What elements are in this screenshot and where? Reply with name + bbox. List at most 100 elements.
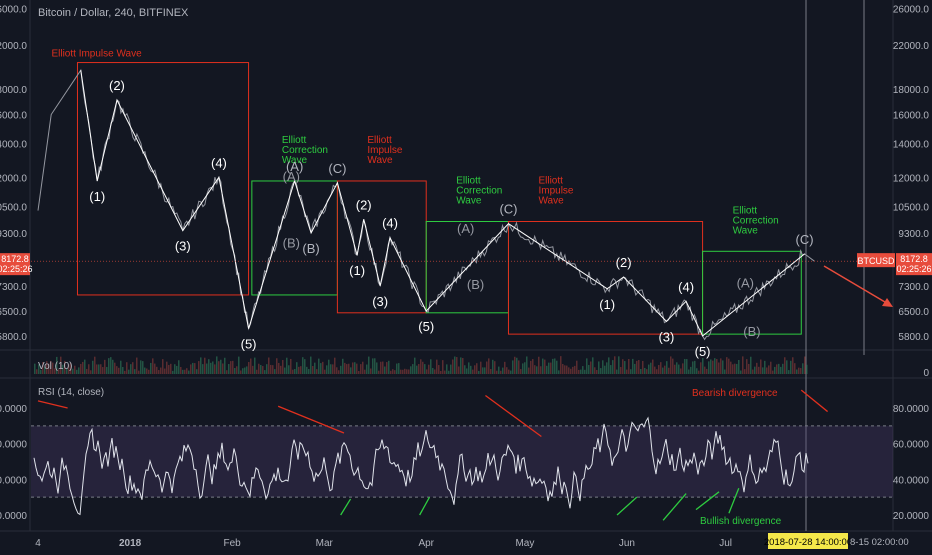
volume-bar [698,370,700,374]
volume-bar [90,370,92,374]
volume-bar [592,357,594,374]
volume-bar [670,356,672,374]
volume-bar [94,356,96,374]
bullish-divergence-line [616,496,638,516]
volume-bar [662,367,664,374]
volume-bar [776,364,778,374]
volume-bar [532,359,534,374]
volume-bar [176,365,178,374]
volume-bar [198,361,200,374]
time-tick: Feb [223,538,241,549]
volume-bar [286,357,288,374]
rsi-tick-left: 40.0000 [0,475,27,486]
volume-bar [332,364,334,374]
impulse-zone-label: Impulse [367,145,402,156]
volume-bar [262,366,264,374]
volume-bar [448,370,450,374]
volume-bar [374,358,376,374]
price-tick-right: 10500.0 [893,202,930,213]
volume-bar [136,357,138,374]
volume-bar [724,369,726,374]
volume-bar [790,360,792,374]
volume-bar [726,357,728,374]
volume-bar [474,365,476,374]
volume-bar [410,366,412,374]
volume-bar [722,360,724,374]
volume-bar [562,363,564,374]
volume-bar [446,364,448,374]
price-countdown-right: 02:25:26 [896,264,931,274]
price-countdown-left: 02:25:26 [0,264,33,274]
wave-label: (A) [737,275,754,290]
volume-bar [48,363,50,374]
volume-bar [710,359,712,374]
impulse-zone-label: Elliott Impulse Wave [51,49,142,60]
volume-bar [596,370,598,374]
volume-bar [424,364,426,374]
impulse-zone-label: Impulse [538,186,573,197]
volume-bar [652,359,654,374]
volume-bar [294,368,296,374]
volume-bar [340,365,342,374]
volume-bar [270,364,272,374]
volume-bar [460,357,462,374]
volume-bar [620,367,622,374]
volume-bar [78,367,80,374]
volume-bar [740,370,742,374]
volume-bar [578,369,580,374]
volume-bar [744,369,746,374]
volume-bar [626,369,628,374]
volume-bar [708,361,710,374]
volume-bar [754,366,756,374]
volume-bar [528,367,530,374]
volume-bar [208,359,210,374]
ticker-tag-bg [857,253,895,268]
volume-bar [508,369,510,374]
price-tick-right: 7300.0 [898,282,929,293]
volume-bar [292,369,294,374]
volume-bar [382,361,384,374]
volume-bar [794,363,796,374]
volume-bar [158,370,160,374]
wave-label: (A) [286,159,303,174]
volume-bar [92,360,94,374]
wave-label: (C) [796,232,814,247]
volume-bar [172,370,174,374]
volume-bar [536,366,538,374]
correction-zone-label: Correction [733,215,779,226]
volume-bar [392,369,394,374]
volume-bar [226,370,228,374]
volume-bar [360,364,362,374]
volume-bar [612,360,614,374]
correction-zone-label: Correction [282,145,328,156]
volume-bar [84,359,86,374]
volume-bar [428,364,430,374]
volume-bar [454,356,456,374]
volume-bar [422,361,424,374]
bullish-divergence-line [695,491,720,511]
volume-bar [324,369,326,374]
volume-bar [146,368,148,374]
volume-bar [748,363,750,374]
volume-bar [650,362,652,374]
volume-bar [772,370,774,374]
volume-bar [426,369,428,374]
volume-bar [534,365,536,374]
bullish-divergence-line [662,493,687,521]
volume-bar [466,368,468,374]
volume-bar [234,367,236,374]
volume-bar [784,357,786,374]
volume-bar [214,364,216,374]
rsi-tick-left: 20.0000 [0,511,27,522]
rsi-series [33,416,809,516]
volume-bar [520,369,522,374]
volume-bar [566,365,568,374]
volume-bar [394,370,396,374]
price-tick-right: 12000.0 [893,173,930,184]
volume-bar [372,358,374,374]
volume-bar [486,361,488,374]
volume-bar [692,361,694,374]
volume-bar [430,359,432,374]
